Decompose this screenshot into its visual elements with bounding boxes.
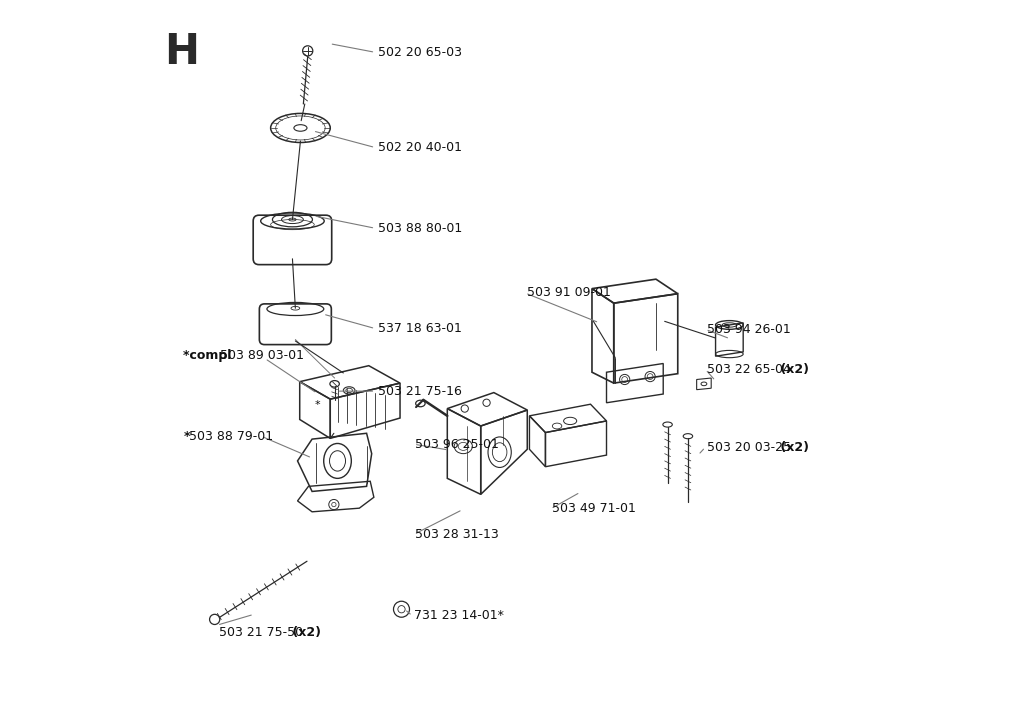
Text: *: *	[314, 400, 319, 410]
Text: 503 21 75-16: 503 21 75-16	[378, 385, 462, 398]
Text: 503 22 65-04: 503 22 65-04	[707, 363, 791, 376]
Text: 503 21 75-50: 503 21 75-50	[219, 626, 303, 639]
Text: 503 88 80-01: 503 88 80-01	[378, 222, 462, 235]
Text: 503 88 79-01: 503 88 79-01	[188, 430, 272, 443]
Text: 503 96 25-01: 503 96 25-01	[416, 438, 499, 451]
Text: 503 89 03-01: 503 89 03-01	[220, 349, 304, 362]
Text: 731 23 14-01*: 731 23 14-01*	[414, 609, 504, 622]
Text: 503 49 71-01: 503 49 71-01	[552, 502, 636, 515]
Text: 503 91 09-01: 503 91 09-01	[526, 286, 610, 300]
Text: 537 18 63-01: 537 18 63-01	[378, 322, 462, 335]
Text: (x2): (x2)	[288, 626, 322, 639]
Text: 503 28 31-13: 503 28 31-13	[416, 528, 499, 541]
Text: (x2): (x2)	[776, 363, 809, 376]
Text: (x2): (x2)	[776, 441, 809, 454]
Text: *compl: *compl	[183, 349, 237, 362]
Text: 503 94 26-01: 503 94 26-01	[707, 323, 791, 336]
Text: 502 20 40-01: 502 20 40-01	[378, 141, 462, 154]
Text: 503 20 03-25: 503 20 03-25	[707, 441, 791, 454]
Text: H: H	[165, 31, 200, 73]
Text: 502 20 65-03: 502 20 65-03	[378, 46, 462, 59]
Text: *: *	[183, 430, 189, 443]
